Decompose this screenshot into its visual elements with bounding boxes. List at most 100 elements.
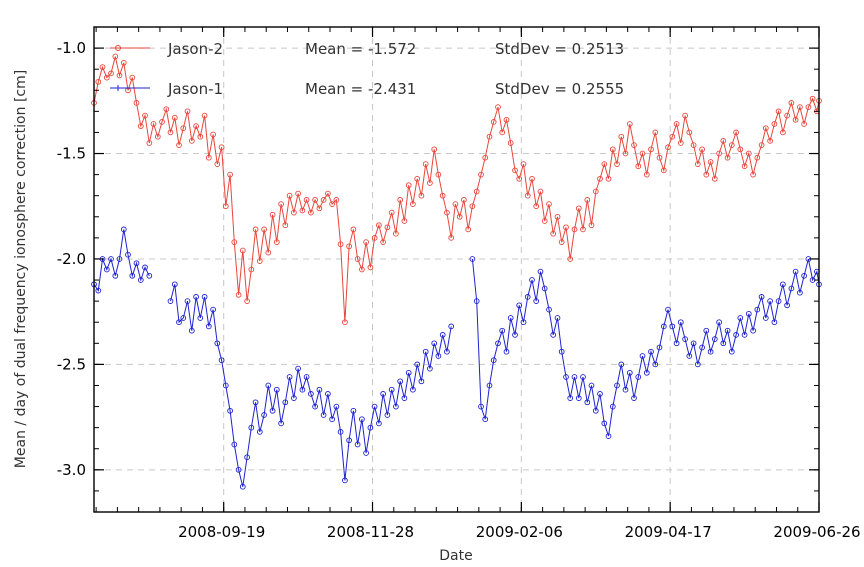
data-point — [745, 310, 752, 317]
data-point — [214, 161, 221, 167]
data-point — [218, 144, 225, 151]
data-point — [252, 399, 259, 406]
data-point — [405, 369, 412, 376]
data-point — [129, 74, 136, 81]
data-point — [584, 197, 591, 203]
data-point — [520, 161, 527, 167]
data-point — [371, 235, 378, 241]
data-point — [563, 224, 569, 231]
data-point — [631, 395, 637, 401]
data-point — [116, 256, 123, 262]
data-point — [286, 374, 293, 380]
data-point — [278, 201, 284, 207]
data-point — [269, 211, 276, 218]
data-point — [797, 289, 803, 296]
data-point — [716, 319, 722, 326]
data-point — [137, 277, 144, 283]
data-point — [529, 175, 535, 182]
data-point — [605, 175, 612, 182]
data-point — [690, 142, 697, 148]
legend-label-jason1: Jason-1 — [167, 80, 223, 98]
data-point — [546, 306, 552, 313]
series-jason-2 — [91, 53, 822, 326]
data-point — [784, 302, 790, 309]
data-point — [771, 319, 778, 326]
data-point — [116, 72, 123, 79]
data-point — [728, 142, 735, 148]
data-point — [269, 407, 276, 414]
data-point — [677, 140, 684, 146]
data-point — [720, 340, 727, 347]
data-point — [303, 374, 310, 380]
data-point — [809, 95, 816, 102]
data-point — [184, 108, 191, 115]
data-point — [741, 163, 748, 170]
data-point — [473, 298, 480, 304]
data-point — [201, 112, 208, 119]
data-point — [762, 315, 769, 321]
data-point — [618, 361, 625, 368]
x-tick-label: 2009-02-06 — [476, 523, 563, 541]
data-point — [142, 264, 148, 271]
data-point — [537, 188, 544, 195]
data-point — [159, 119, 165, 125]
data-point — [503, 116, 510, 123]
data-point — [342, 319, 348, 326]
data-point — [325, 190, 331, 197]
data-point — [703, 171, 710, 178]
data-point — [401, 218, 408, 224]
data-point — [512, 167, 518, 174]
y-tick-label: -2.0 — [57, 250, 86, 268]
data-point — [197, 315, 204, 321]
data-point — [741, 332, 748, 338]
data-point — [384, 412, 391, 418]
data-point — [682, 112, 688, 119]
data-point — [456, 213, 463, 220]
data-point — [767, 298, 773, 304]
data-point — [482, 416, 489, 423]
data-point — [337, 241, 344, 248]
data-point — [499, 129, 506, 136]
data-point — [422, 348, 429, 355]
data-point — [108, 256, 114, 262]
legend-stddev-jason2: StdDev = 0.2513 — [495, 40, 624, 58]
data-point — [516, 302, 523, 309]
data-point — [346, 243, 352, 250]
data-point — [605, 433, 612, 439]
data-point — [95, 287, 102, 294]
data-point — [371, 403, 378, 410]
plot-frame — [93, 26, 820, 513]
data-point — [597, 391, 603, 397]
data-point — [384, 224, 391, 231]
data-point — [435, 353, 442, 359]
data-point — [780, 129, 786, 136]
data-point — [439, 192, 446, 199]
data-point — [320, 412, 327, 418]
data-point — [571, 226, 578, 233]
data-point — [461, 197, 467, 203]
data-point — [473, 188, 480, 195]
data-point — [410, 386, 416, 393]
data-point — [388, 209, 395, 216]
data-point — [648, 146, 654, 153]
data-point — [235, 466, 242, 473]
data-point — [108, 70, 114, 77]
data-point — [103, 74, 110, 81]
data-point — [112, 53, 119, 60]
data-point — [261, 412, 267, 418]
data-point — [541, 218, 548, 224]
data-point — [163, 106, 170, 113]
data-point — [694, 161, 701, 167]
data-point — [546, 201, 552, 207]
data-point — [788, 285, 795, 292]
data-point — [286, 192, 293, 199]
data-point — [239, 483, 246, 490]
data-point — [188, 327, 195, 334]
data-point — [308, 209, 314, 216]
data-point — [452, 201, 459, 207]
data-point — [120, 226, 127, 233]
data-point — [520, 319, 527, 326]
data-point — [639, 353, 646, 359]
data-point — [711, 336, 718, 342]
data-point — [291, 395, 297, 401]
